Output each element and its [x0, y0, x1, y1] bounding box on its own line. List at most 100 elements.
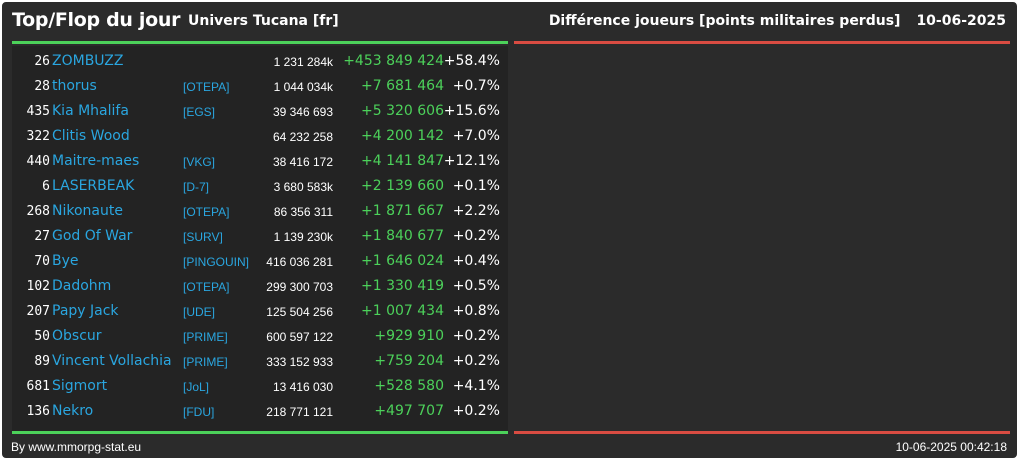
percent-change: +0.2%	[452, 403, 500, 419]
player-points: 64 232 258	[272, 130, 333, 144]
player-rank: 70	[34, 254, 50, 269]
alliance-tag-link[interactable]: [SURV]	[183, 230, 223, 244]
player-points: 1 231 284k	[273, 55, 333, 69]
table-row: 102 Dadohm [OTEPA] 299 300 703 +1 330 419 +0.…	[12, 274, 508, 299]
player-rank: 6	[42, 179, 50, 194]
header-info: Différence joueurs [points militaires pe…	[549, 13, 1006, 29]
points-difference: +4 141 847	[361, 153, 444, 169]
player-rank: 435	[26, 104, 50, 119]
percent-change: +0.2%	[452, 328, 500, 344]
player-name-link[interactable]: thorus	[52, 78, 97, 94]
player-name-link[interactable]: Maitre-maes	[52, 153, 140, 169]
percent-change: +0.2%	[452, 228, 500, 244]
player-points: 13 416 030	[272, 380, 333, 394]
percent-change: +0.8%	[452, 303, 500, 319]
player-name-link[interactable]: God Of War	[52, 228, 133, 244]
player-name-link[interactable]: Clitis Wood	[52, 128, 130, 144]
player-name-link[interactable]: Nekro	[52, 403, 94, 419]
alliance-tag-link[interactable]: [PINGOUIN]	[183, 255, 250, 269]
player-name-link[interactable]: Nikonaute	[52, 203, 123, 219]
card-header: Top/Flop du jour Univers Tucana [fr] Dif…	[2, 2, 1017, 42]
table-row: 435 Kia Mhalifa [EGS] 39 346 693 +5 320 606 +…	[12, 99, 508, 124]
player-rank: 440	[26, 154, 50, 169]
player-points: 218 771 121	[266, 405, 333, 419]
player-name-link[interactable]: Obscur	[52, 328, 102, 344]
percent-change: +15.6%	[443, 103, 500, 119]
percent-change: +0.2%	[452, 353, 500, 369]
player-name-link[interactable]: ZOMBUZZ	[52, 53, 124, 69]
player-rank: 102	[26, 279, 50, 294]
alliance-tag-link[interactable]: [VKG]	[183, 155, 216, 169]
player-name-link[interactable]: Papy Jack	[52, 303, 119, 319]
points-difference: +5 320 606	[361, 103, 444, 119]
alliance-tag-link[interactable]: [FDU]	[183, 405, 215, 419]
points-difference: +7 681 464	[361, 78, 444, 94]
generated-timestamp: 10-06-2025 00:42:18	[895, 440, 1007, 454]
top-divider-green	[12, 41, 508, 44]
table-row: 26 ZOMBUZZ 1 231 284k +453 849 424 +58.4%	[12, 49, 508, 74]
player-rank: 681	[26, 379, 50, 394]
table-row: 27 God Of War [SURV] 1 139 230k +1 840 677 +0…	[12, 224, 508, 249]
table-row: 268 Nikonaute [OTEPA] 86 356 311 +1 871 667 +…	[12, 199, 508, 224]
player-name-link[interactable]: Kia Mhalifa	[52, 103, 129, 119]
points-difference: +1 646 024	[361, 253, 444, 269]
player-rank: 268	[26, 204, 50, 219]
player-name-link[interactable]: Vincent Vollachia	[52, 353, 172, 369]
page-title: Top/Flop du jour	[12, 9, 181, 31]
player-name-link[interactable]: Dadohm	[52, 278, 112, 294]
table-row: 207 Papy Jack [UDE] 125 504 256 +1 007 434 +0…	[12, 299, 508, 324]
player-rank: 89	[34, 354, 50, 369]
percent-change: +0.4%	[452, 253, 500, 269]
table-row: 28 thorus [OTEPA] 1 044 034k +7 681 464 +0.7%	[12, 74, 508, 99]
player-points: 1 044 034k	[273, 80, 333, 94]
alliance-tag-link[interactable]: [OTEPA]	[183, 205, 230, 219]
player-name-link[interactable]: Bye	[52, 253, 79, 269]
alliance-tag-link[interactable]: [UDE]	[183, 305, 216, 319]
table-row: 681 Sigmort [JoL] 13 416 030 +528 580 +4.1%	[12, 374, 508, 399]
bottom-divider-red	[514, 431, 1010, 434]
player-rank: 27	[34, 229, 50, 244]
points-difference: +528 580	[374, 378, 444, 394]
alliance-tag-link[interactable]: [JoL]	[183, 380, 210, 394]
points-difference: +497 707	[374, 403, 444, 419]
table-row: 89 Vincent Vollachia [PRIME] 333 152 933 +75…	[12, 349, 508, 374]
site-credit: By www.mmorpg-stat.eu	[11, 440, 142, 454]
player-points: 299 300 703	[266, 280, 333, 294]
alliance-tag-link[interactable]: [EGS]	[183, 105, 216, 119]
player-points: 39 346 693	[272, 105, 333, 119]
player-points: 416 036 281	[266, 255, 333, 269]
points-difference: +4 200 142	[361, 128, 444, 144]
alliance-tag-link[interactable]: [OTEPA]	[183, 280, 230, 294]
percent-change: +0.5%	[452, 278, 500, 294]
alliance-tag-link[interactable]: [PRIME]	[183, 355, 228, 369]
table-row: 440 Maitre-maes [VKG] 38 416 172 +4 141 847 +…	[12, 149, 508, 174]
player-rank: 50	[34, 329, 50, 344]
points-difference: +2 139 660	[361, 178, 444, 194]
alliance-tag-link[interactable]: [OTEPA]	[183, 80, 230, 94]
table-row: 136 Nekro [FDU] 218 771 121 +497 707 +0.2%	[12, 399, 508, 424]
points-difference: +453 849 424	[343, 53, 444, 69]
date-label: 10-06-2025	[916, 13, 1006, 29]
points-difference: +759 204	[374, 353, 444, 369]
points-difference: +1 007 434	[361, 303, 444, 319]
table-row: 322 Clitis Wood 64 232 258 +4 200 142 +7.0%	[12, 124, 508, 149]
bottom-divider-green	[12, 431, 508, 434]
alliance-tag-link[interactable]: [PRIME]	[183, 330, 228, 344]
percent-change: +0.1%	[452, 178, 500, 194]
percent-change: +4.1%	[452, 378, 500, 394]
top-losers-table	[514, 46, 1010, 432]
alliance-tag-link[interactable]: [D-7]	[183, 180, 210, 194]
player-points: 1 139 230k	[273, 230, 333, 244]
player-rank: 26	[34, 54, 50, 69]
player-name-link[interactable]: LASERBEAK	[52, 178, 135, 194]
percent-change: +0.7%	[452, 78, 500, 94]
points-difference: +1 330 419	[361, 278, 444, 294]
player-name-link[interactable]: Sigmort	[52, 378, 108, 394]
points-difference: +929 910	[374, 328, 444, 344]
percent-change: +7.0%	[452, 128, 500, 144]
player-points: 600 597 122	[266, 330, 333, 344]
percent-change: +58.4%	[443, 53, 500, 69]
universe-label: Univers Tucana [fr]	[188, 13, 339, 29]
points-difference: +1 840 677	[361, 228, 444, 244]
